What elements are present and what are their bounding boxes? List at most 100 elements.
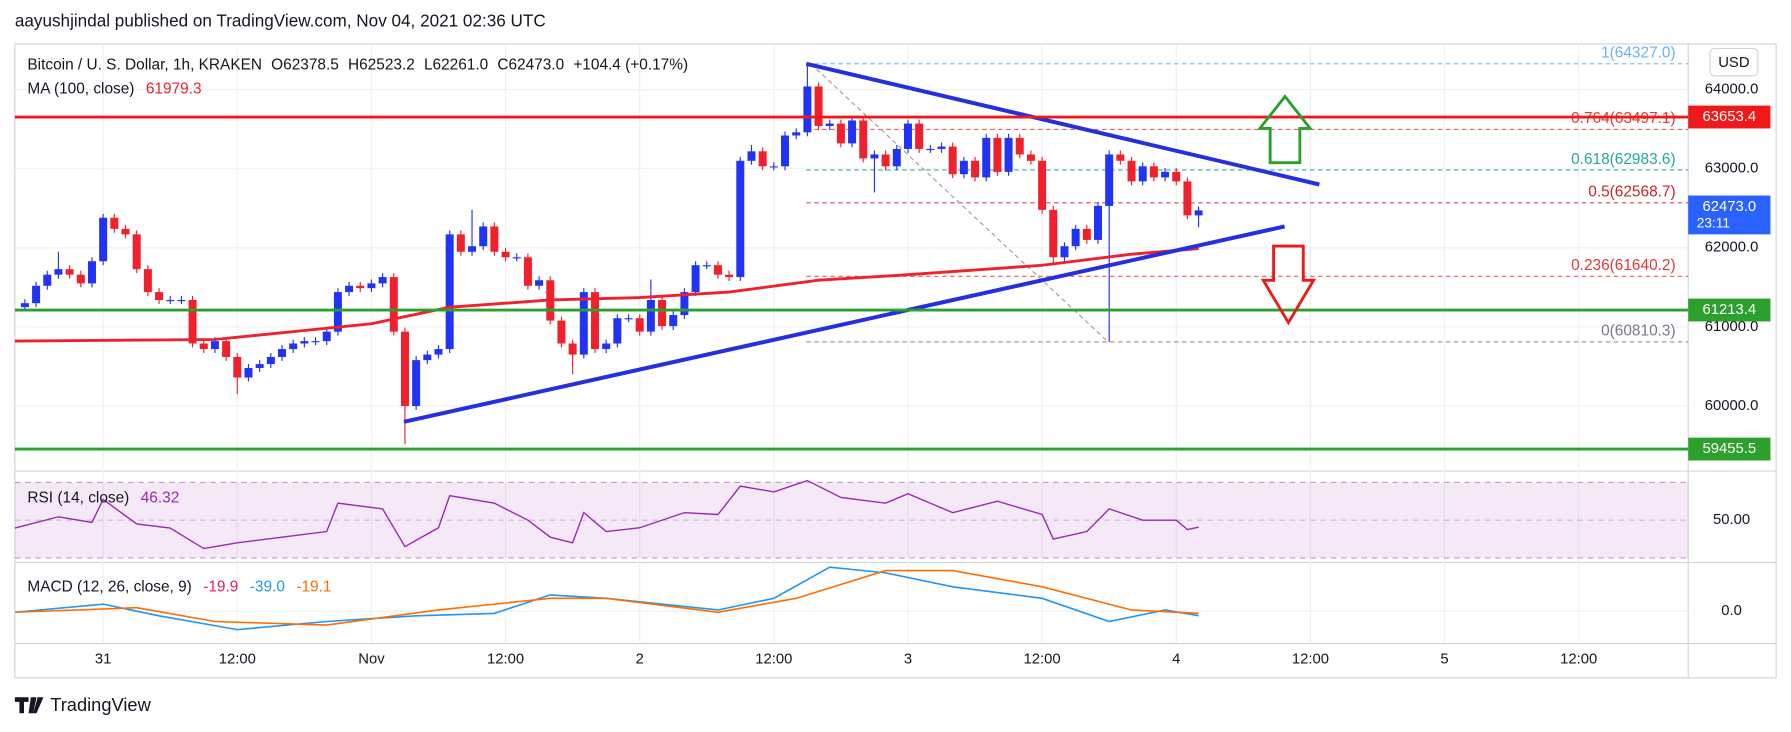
candle-body [602, 343, 611, 350]
y-tick-label: 63000.0 [1705, 161, 1759, 177]
fib-label: 0(60810.3) [1601, 323, 1676, 340]
candle-body [713, 265, 722, 275]
candle-body [557, 320, 566, 344]
candle-body [266, 356, 275, 365]
candle-body [143, 269, 152, 293]
macd-tick-label: 0.0 [1721, 603, 1742, 619]
fib-label: 0.236(61640.2) [1571, 257, 1676, 274]
candle-body [400, 331, 409, 406]
candle-body [1026, 154, 1035, 161]
x-tick-label: 2 [636, 651, 644, 667]
candle-body [769, 166, 778, 168]
candle-body [702, 265, 711, 267]
candle-body [434, 349, 443, 355]
candle-body [1172, 171, 1181, 182]
macd-signal-line [14, 569, 1199, 626]
chart-frame [14, 43, 1777, 679]
candle-body [959, 160, 968, 175]
candle-body [635, 318, 644, 332]
fib-label: 0.764(63497.1) [1571, 110, 1676, 127]
candle-body [244, 368, 253, 378]
rsi-tick-label: 50.00 [1713, 512, 1750, 528]
x-tick-label: 12:00 [1560, 651, 1597, 667]
moving-average [14, 247, 1199, 343]
candle-body [1127, 160, 1136, 182]
candle-body [445, 234, 454, 350]
legend-main: Bitcoin / U. S. Dollar, 1h, KRAKEN O62378… [27, 57, 688, 74]
level-label: 59455.5 [1703, 441, 1757, 457]
candle-body [1094, 205, 1102, 240]
candle-body [1105, 154, 1114, 206]
ma-value: 61979.3 [146, 81, 202, 98]
candle-body [177, 300, 186, 302]
fib-label: 1(64327.0) [1601, 45, 1676, 62]
candle-body [725, 274, 734, 278]
legend-macd: MACD (12, 26, close, 9) -19.9 -39.0 -19.1 [27, 579, 331, 596]
candle-body [1183, 181, 1192, 216]
candle-body [892, 148, 901, 167]
ohlc: O62378.5 [271, 57, 339, 74]
candle-body [937, 146, 946, 149]
candle-body [333, 292, 342, 332]
countdown: 23:11 [1697, 216, 1730, 231]
candle-body [188, 300, 197, 344]
candle-body [1004, 137, 1013, 172]
macd-hist-value: -19.9 [203, 579, 238, 596]
candle-body [345, 285, 354, 293]
ohlc: H62523.2 [348, 57, 415, 74]
level-tag [1688, 298, 1771, 322]
candle-body [54, 269, 63, 275]
candle-body [1082, 228, 1091, 240]
candle-body [669, 315, 678, 327]
candle-body [378, 277, 387, 284]
candle-body [20, 303, 29, 308]
candle-body [758, 151, 767, 167]
candle-body [356, 285, 365, 289]
candle-body [1071, 228, 1080, 247]
candle-body [255, 364, 264, 369]
candle-body [121, 228, 130, 235]
brand: TradingView [50, 694, 151, 715]
candle-body [903, 123, 912, 149]
candle-body [233, 356, 242, 378]
candle-body [803, 86, 812, 133]
candle-body [412, 360, 421, 406]
candle-body [535, 280, 544, 286]
x-tick-label: 12:00 [1024, 651, 1061, 667]
trendline [403, 224, 1286, 424]
x-tick-label: 12:00 [1292, 651, 1329, 667]
currency: USD [1718, 55, 1749, 71]
trendline [805, 61, 1320, 187]
rsi-name: RSI (14, close) [27, 490, 129, 507]
candle-body [523, 257, 532, 286]
level-label: 63653.4 [1703, 109, 1757, 125]
candle-body [971, 160, 980, 178]
y-tick-label: 61000.0 [1705, 319, 1759, 335]
candle-body [32, 285, 41, 304]
fib-label: 0.618(62983.6) [1571, 151, 1676, 168]
candle-body [926, 148, 935, 151]
candle-body [1015, 137, 1024, 155]
candle-body [781, 135, 790, 167]
candle-body [65, 269, 74, 275]
x-tick-label: Nov [358, 651, 385, 667]
candle-body [110, 217, 119, 229]
candle-body [993, 137, 1002, 172]
candle-body [568, 343, 577, 355]
candle-body [1049, 209, 1058, 258]
candle-body [579, 292, 588, 355]
up-arrow [1256, 94, 1314, 165]
candle-body [311, 341, 320, 343]
x-tick-label: 5 [1440, 651, 1448, 667]
candle-body [423, 354, 432, 361]
candle-body [982, 137, 991, 178]
candle-body [501, 251, 510, 258]
published-line: aayushjindal published on TradingView.co… [15, 11, 546, 31]
currency-button[interactable] [1709, 47, 1759, 77]
legend-rsi: RSI (14, close) 46.32 [27, 490, 179, 507]
candle-body [1060, 246, 1069, 258]
candle-body [166, 300, 175, 302]
macd-line [14, 566, 1199, 631]
ma-name: MA (100, close) [27, 81, 134, 98]
brand-logo [14, 697, 44, 714]
